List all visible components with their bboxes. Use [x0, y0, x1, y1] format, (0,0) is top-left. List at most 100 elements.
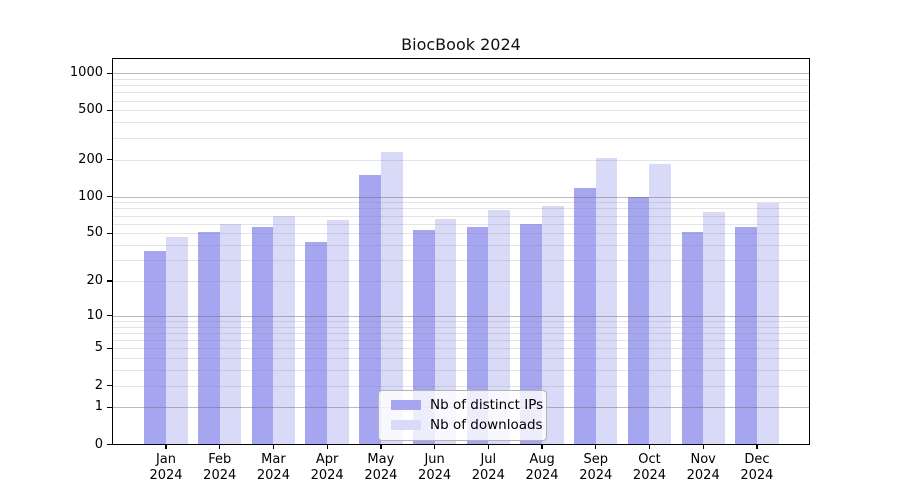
x-tick-label: Apr 2024 — [296, 452, 358, 484]
gridline-minor — [112, 208, 810, 210]
gridline-major — [112, 196, 810, 198]
x-tick-label: Oct 2024 — [618, 452, 680, 484]
bar-downloads-8 — [595, 158, 618, 445]
gridline-minor — [112, 358, 810, 360]
bar-downloads-11 — [756, 202, 779, 445]
x-tick-label-year: 2024 — [579, 468, 613, 483]
x-tick-label-month: Aug — [529, 452, 555, 467]
bar-downloads-7 — [542, 206, 564, 445]
legend-swatch-downloads — [391, 420, 421, 430]
x-tick-label-year: 2024 — [740, 468, 774, 483]
gridline-minor — [112, 340, 810, 342]
bar-ips-1 — [198, 232, 220, 445]
x-tick-label-month: Mar — [261, 452, 286, 467]
y-tick-label: 500 — [78, 102, 103, 118]
x-tick-label-year: 2024 — [525, 468, 559, 483]
bar-downloads-9 — [649, 164, 672, 445]
legend: Nb of distinct IPs Nb of downloads — [378, 390, 547, 441]
x-tick — [702, 444, 704, 450]
legend-item-downloads: Nb of downloads — [391, 416, 543, 434]
y-tick-label: 2 — [94, 377, 103, 393]
x-tick — [380, 444, 382, 450]
bar-downloads-0 — [166, 236, 188, 445]
x-tick-label-month: Oct — [638, 452, 661, 467]
y-tick — [106, 232, 113, 234]
x-tick-label-month: Sep — [583, 452, 608, 467]
x-tick — [272, 444, 275, 450]
x-tick-label: Nov 2024 — [672, 452, 734, 484]
y-tick-label: 1000 — [69, 65, 103, 81]
x-tick-label-month: Apr — [315, 452, 339, 467]
x-tick-label: May 2024 — [350, 452, 412, 484]
x-tick — [487, 444, 489, 450]
gridline-minor — [112, 78, 810, 80]
x-tick-label-year: 2024 — [471, 468, 505, 483]
gridline-minor — [112, 326, 810, 328]
bar-ips-7 — [520, 223, 543, 445]
gridline-minor — [112, 159, 810, 161]
x-tick-label: Jun 2024 — [404, 452, 466, 484]
bar-ips-11 — [735, 227, 757, 445]
bar-downloads-10 — [703, 211, 725, 445]
x-tick — [595, 444, 597, 450]
x-tick-label-month: May — [367, 452, 395, 467]
legend-label-distinct-ips: Nb of distinct IPs — [430, 397, 544, 413]
gridline-minor — [112, 223, 810, 225]
gridline-minor — [112, 348, 810, 350]
y-tick — [106, 109, 113, 112]
gridline-minor — [112, 92, 810, 94]
gridline-minor — [112, 280, 810, 282]
x-tick — [433, 444, 436, 450]
bar-downloads-4 — [380, 152, 403, 445]
x-tick — [648, 444, 651, 450]
bar-ips-9 — [627, 196, 650, 445]
bar-downloads-6 — [488, 210, 510, 445]
x-tick — [541, 444, 543, 450]
x-tick-label: Jul 2024 — [457, 452, 519, 484]
y-tick — [106, 195, 113, 198]
y-tick — [106, 158, 113, 161]
bar-ips-4 — [359, 174, 381, 445]
gridline-minor — [112, 320, 810, 322]
gridline-minor — [112, 202, 810, 204]
y-tick — [106, 406, 113, 409]
x-tick-label-year: 2024 — [632, 468, 667, 483]
y-tick-label: 10 — [86, 307, 103, 323]
y-tick — [106, 315, 113, 317]
bar-downloads-3 — [327, 220, 349, 445]
x-tick-label-month: Jul — [480, 452, 497, 467]
gridline-minor — [112, 370, 810, 372]
gridline-major — [112, 73, 810, 75]
bar-ips-10 — [681, 232, 704, 445]
y-tick — [106, 72, 113, 74]
x-tick — [165, 444, 167, 450]
y-tick — [106, 444, 113, 446]
x-tick-label-month: Dec — [744, 452, 770, 467]
x-tick-label-month: Jun — [424, 452, 445, 467]
y-tick-label: 1 — [94, 399, 103, 415]
x-tick-label-year: 2024 — [256, 468, 290, 483]
bar-downloads-5 — [434, 218, 457, 445]
y-tick-label: 5 — [94, 340, 103, 356]
x-tick — [326, 444, 328, 450]
x-tick-label-year: 2024 — [686, 468, 720, 483]
x-tick-label-year: 2024 — [364, 468, 398, 483]
x-tick-label: Dec 2024 — [726, 452, 788, 484]
x-tick-label-year: 2024 — [203, 468, 237, 483]
gridline-minor — [112, 260, 810, 262]
x-tick-label: Aug 2024 — [511, 452, 573, 484]
bar-ips-8 — [574, 187, 596, 445]
x-tick-label-month: Jan — [155, 452, 177, 467]
legend-label-downloads: Nb of downloads — [430, 417, 543, 433]
x-tick-label-year: 2024 — [149, 468, 183, 483]
x-tick-label: Feb 2024 — [189, 452, 251, 484]
bar-downloads-2 — [273, 215, 296, 445]
legend-swatch-distinct-ips — [391, 400, 421, 410]
gridline-minor — [112, 85, 810, 87]
bar-ips-0 — [144, 250, 166, 445]
y-tick-label: 0 — [94, 436, 103, 452]
y-tick — [106, 347, 113, 349]
x-tick-label-month: Feb — [208, 452, 232, 467]
gridline-minor — [112, 100, 810, 102]
